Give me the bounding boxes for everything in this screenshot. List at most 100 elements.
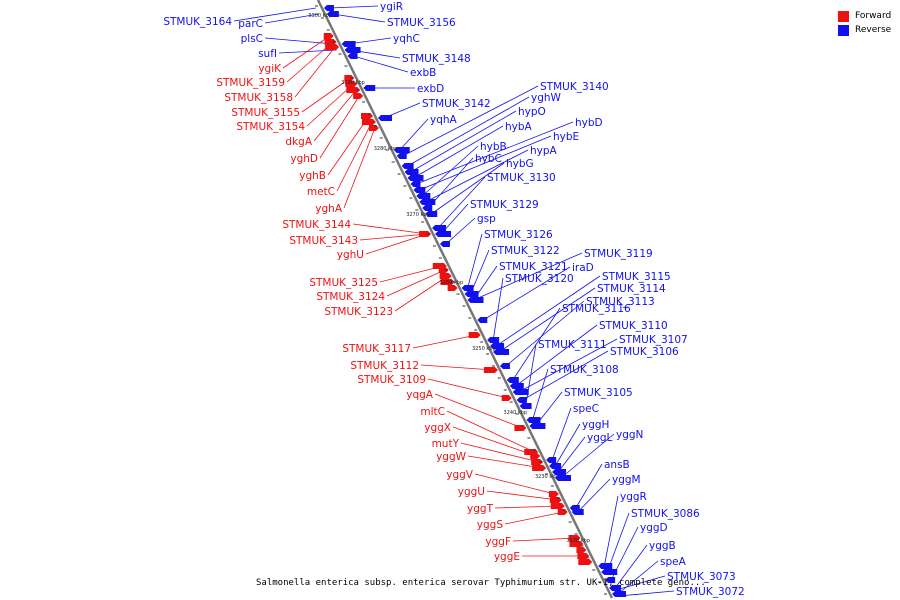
leader-line: [618, 590, 675, 597]
reverse-gene: [435, 231, 452, 237]
gene-label: ygiR: [380, 1, 403, 13]
gene-label: metC: [307, 186, 335, 198]
kbp-tick-label: 3220 kbp: [566, 538, 590, 544]
forward-gene: [569, 541, 584, 547]
forward-gene: [323, 33, 334, 39]
reverse-gene: [509, 383, 524, 389]
legend-reverse-label: Reverse: [855, 25, 892, 35]
forward-gene: [514, 425, 527, 431]
leader-line: [505, 300, 585, 367]
reverse-gene: [490, 343, 505, 349]
leader-line: [575, 463, 603, 509]
gene-label: yqgA: [406, 389, 434, 401]
leader-line: [473, 252, 583, 301]
leader-line: [577, 478, 611, 513]
gene-label: STMUK_3117: [342, 343, 411, 355]
genome-caption: Salmonella enterica subsp. enterica sero…: [256, 578, 706, 588]
gene-label: STMUK_3144: [282, 219, 351, 231]
leader-line: [301, 77, 351, 113]
reverse-gene: [499, 363, 510, 369]
forward-gene: [532, 465, 547, 471]
kbp-tick-label: 3230 kbp: [535, 474, 559, 480]
gene-label: yggV: [446, 469, 474, 481]
leader-line: [474, 473, 555, 495]
leader-line: [422, 145, 479, 197]
leader-line: [470, 249, 490, 295]
leader-line: [319, 95, 360, 159]
forward-gene: [439, 273, 452, 279]
leader-line: [332, 13, 386, 23]
forward-gene: [550, 503, 565, 509]
gene-features: [323, 5, 627, 597]
leader-line: [359, 233, 428, 241]
kbp-tick-label: 3270 kbp: [406, 212, 430, 218]
reverse-gene: [598, 563, 613, 569]
gene-label: STMUK_3156: [387, 17, 456, 29]
reverse-gene: [422, 205, 433, 211]
gene-label: STMUK_3155: [231, 107, 300, 119]
gene-label: STMUK_3120: [505, 273, 574, 285]
reverse-gene: [612, 591, 627, 597]
leader-line: [336, 121, 373, 192]
gene-label: hypO: [518, 106, 546, 118]
gene-label: STMUK_3140: [540, 81, 609, 93]
gene-label: STMUK_3125: [309, 277, 378, 289]
reverse-gene: [605, 577, 616, 583]
gene-label: STMUK_3122: [491, 245, 560, 257]
leader-line: [467, 233, 483, 289]
leader-line: [494, 505, 561, 509]
leader-line: [379, 265, 443, 283]
leader-line: [327, 115, 370, 176]
gene-label: STMUK_3114: [597, 283, 666, 295]
leader-line: [504, 511, 564, 525]
reverse-gene: [344, 47, 361, 53]
leader-line: [446, 410, 535, 453]
leader-line: [264, 37, 334, 45]
leader-line: [467, 455, 543, 469]
gene-label: ansB: [604, 459, 630, 471]
gene-label: STMUK_3108: [550, 364, 619, 376]
leader-line: [329, 5, 379, 9]
leader-line: [603, 495, 619, 567]
gene-label: STMUK_3112: [350, 360, 419, 372]
gene-label: hybA: [505, 121, 533, 133]
gene-label: yggS: [477, 519, 504, 531]
reverse-gene: [419, 199, 436, 205]
gene-label: hybB: [480, 141, 507, 153]
leader-line: [452, 426, 537, 457]
leader-line: [614, 544, 648, 589]
forward-gene: [549, 497, 562, 503]
gene-label: STMUK_3106: [610, 346, 679, 358]
leader-line: [460, 442, 540, 463]
leader-line: [352, 223, 428, 235]
forward-gene: [530, 453, 541, 459]
forward-gene: [419, 231, 432, 237]
gene-label: STMUK_3123: [324, 306, 393, 318]
gene-label: STMUK_3159: [216, 77, 285, 89]
gene-label: STMUK_3158: [224, 92, 293, 104]
kbp-tick-label: 3290 kbp: [341, 80, 365, 86]
legend-reverse: Reverse: [838, 23, 891, 37]
gene-label: yghU: [337, 249, 364, 261]
gene-label: yghA: [315, 203, 343, 215]
leader-line: [512, 537, 577, 542]
forward-gene: [345, 81, 358, 87]
leader-line: [430, 162, 505, 215]
reverse-gene: [401, 163, 414, 169]
reverse-gene: [464, 291, 479, 297]
gene-label: STMUK_3142: [422, 98, 491, 110]
gene-label: parC: [238, 18, 263, 30]
leader-line: [512, 307, 561, 381]
leader-line: [427, 157, 474, 209]
leader-line: [495, 275, 601, 347]
gene-label: iraD: [572, 262, 594, 274]
leader-line: [617, 560, 659, 595]
legend-forward-label: Forward: [855, 11, 892, 21]
forward-gene: [440, 279, 455, 285]
leader-line: [410, 110, 517, 173]
leader-lines: [233, 5, 675, 597]
leader-line: [233, 7, 316, 22]
reverse-gene: [555, 475, 572, 481]
forward-gene: [447, 285, 458, 291]
